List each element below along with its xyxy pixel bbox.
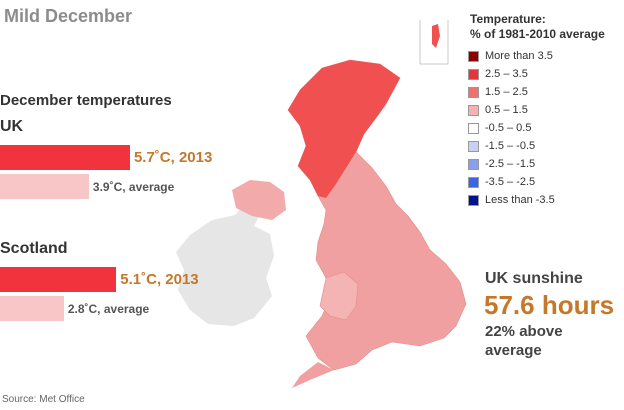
bar-average-label: 3.9˚C, average — [92, 180, 175, 194]
legend-item: -3.5 – -2.5 — [468, 173, 555, 191]
legend-item: 2.5 – 3.5 — [468, 65, 555, 83]
legend-swatch — [468, 50, 479, 62]
legend-item: -1.5 – -0.5 — [468, 137, 555, 155]
cornwall-shape — [292, 362, 334, 388]
legend-item: 1.5 – 2.5 — [468, 83, 555, 101]
ireland-shape — [176, 198, 274, 326]
bar-2013-label: 5.7˚C, 2013 — [133, 149, 213, 166]
sunshine-note: 22% above average — [485, 323, 563, 359]
sunshine-heading: UK sunshine — [485, 270, 583, 287]
legend-label: -2.5 – -1.5 — [485, 158, 536, 170]
legend-item: 0.5 – 1.5 — [468, 101, 555, 119]
uk-temperature-map — [176, 20, 467, 388]
bar-average-label: 2.8˚C, average — [67, 302, 150, 316]
region-name: UK — [0, 118, 24, 135]
legend-swatch — [468, 122, 479, 134]
legend-label: 1.5 – 2.5 — [485, 86, 528, 98]
page-title: Mild December — [4, 6, 133, 26]
legend-swatch — [468, 104, 479, 116]
legend-item: More than 3.5 — [468, 47, 555, 65]
bar-average — [0, 174, 89, 199]
legend-label: More than 3.5 — [485, 50, 553, 62]
legend-label: -3.5 – -2.5 — [485, 176, 536, 188]
shetland-inset-frame — [419, 20, 449, 65]
legend-swatch — [468, 158, 479, 170]
legend-label: -1.5 – -0.5 — [485, 140, 536, 152]
legend-swatch — [468, 86, 479, 98]
legend-swatch — [468, 194, 479, 206]
bar-2013 — [0, 267, 117, 292]
wales-shape — [319, 271, 359, 321]
bars-heading: December temperatures — [0, 92, 172, 109]
sunshine-value: 57.6 hours — [484, 290, 615, 320]
legend-title: Temperature: % of 1981-2010 average — [470, 12, 624, 42]
region-name: Scotland — [0, 240, 68, 257]
legend-item: Less than -3.5 — [468, 191, 555, 209]
legend-title-line2: % of 1981-2010 average — [470, 27, 605, 41]
bar-2013-label: 5.1˚C, 2013 — [120, 271, 199, 288]
northern-ireland-shape — [232, 180, 286, 220]
legend-swatch — [468, 140, 479, 152]
legend-swatch — [468, 176, 479, 188]
legend-title-line1: Temperature: — [470, 12, 546, 26]
legend-item: -0.5 – 0.5 — [468, 119, 555, 137]
legend-item: -2.5 – -1.5 — [468, 155, 555, 173]
legend-label: Less than -3.5 — [485, 194, 555, 206]
legend-label: -0.5 – 0.5 — [485, 122, 532, 134]
legend-swatch — [468, 68, 479, 80]
legend-label: 2.5 – 3.5 — [485, 68, 528, 80]
legend-label: 0.5 – 1.5 — [485, 104, 528, 116]
bar-average — [0, 296, 64, 321]
source-note: Source: Met Office — [2, 394, 85, 405]
shetland-shape — [432, 24, 440, 48]
scotland-shape — [288, 60, 400, 198]
legend: More than 3.5 2.5 – 3.5 1.5 – 2.5 0.5 – 1.5… — [468, 47, 555, 209]
bar-2013 — [0, 145, 130, 170]
